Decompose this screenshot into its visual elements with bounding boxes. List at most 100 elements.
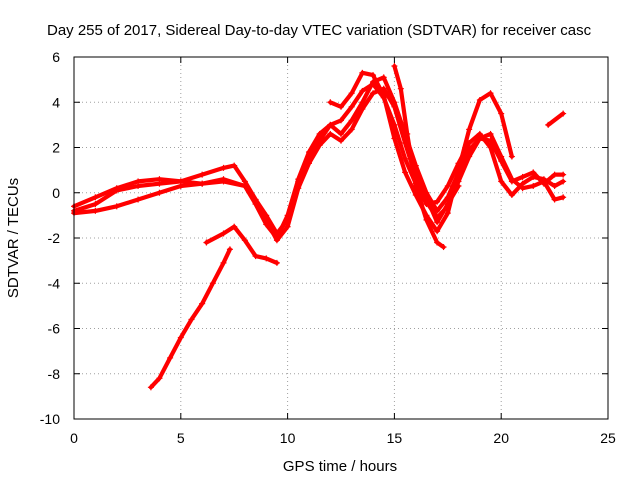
data-point <box>455 167 462 174</box>
data-point <box>316 142 323 149</box>
chart-title: Day 255 of 2017, Sidereal Day-to-day VTE… <box>47 22 592 39</box>
data-point <box>487 130 494 137</box>
data-point <box>551 182 558 189</box>
data-point <box>444 210 451 217</box>
data-point <box>263 255 270 262</box>
data-point <box>209 280 216 287</box>
x-tick-label: 15 <box>387 430 403 446</box>
data-point <box>338 137 344 144</box>
data-point <box>113 203 120 210</box>
x-axis-title: GPS time / hours <box>283 458 397 475</box>
data-point <box>370 72 377 79</box>
y-tick-label: 4 <box>52 94 60 110</box>
data-point <box>466 153 473 160</box>
data-point <box>327 121 334 128</box>
data-point <box>348 117 355 124</box>
data-point <box>135 178 142 185</box>
data-point <box>466 126 473 133</box>
data-point <box>92 207 99 214</box>
data-point <box>203 239 210 246</box>
y-tick-labels: -10 -8 -6 -4 -2 0 2 4 6 <box>40 49 60 427</box>
data-point <box>241 182 248 189</box>
data-point <box>551 171 558 178</box>
data-point <box>498 153 505 160</box>
data-point <box>508 192 515 199</box>
data-point <box>498 110 505 117</box>
data-point <box>519 173 526 180</box>
data-point <box>476 135 483 142</box>
data-point <box>220 164 227 171</box>
data-point <box>402 169 409 176</box>
y-tick-label: 6 <box>52 49 60 65</box>
data-point <box>273 259 280 266</box>
data-point <box>147 384 154 391</box>
data-point <box>316 130 323 137</box>
data-point <box>92 194 99 201</box>
data-point <box>295 185 302 192</box>
data-point <box>338 117 344 124</box>
data-point <box>508 176 515 183</box>
data-point <box>530 182 537 189</box>
data-point <box>177 182 184 189</box>
data-point <box>338 130 344 137</box>
data-point <box>359 106 366 113</box>
data-point <box>476 96 483 103</box>
data-point <box>220 178 227 185</box>
data-point <box>156 375 163 382</box>
data-point <box>188 316 195 323</box>
data-point <box>391 135 398 142</box>
x-tick-labels: 0 5 10 15 20 25 <box>70 430 616 446</box>
data-point <box>220 230 227 237</box>
series-line-track-1 <box>71 81 566 236</box>
y-tick-label: -2 <box>48 230 61 246</box>
data-point <box>519 185 526 192</box>
x-tick-label: 25 <box>600 430 616 446</box>
x-tick-label: 20 <box>493 430 509 446</box>
data-point <box>273 237 280 244</box>
data-point <box>434 198 441 205</box>
data-point <box>305 160 312 167</box>
data-point <box>434 219 441 226</box>
data-point <box>508 153 515 160</box>
series-line-track-9 <box>546 111 566 128</box>
data-point <box>530 169 537 176</box>
data-point <box>560 178 567 185</box>
data-point <box>560 194 567 201</box>
data-point <box>252 253 259 260</box>
data-point <box>440 244 447 251</box>
data-point <box>391 63 398 70</box>
data-point <box>252 196 259 203</box>
data-point <box>92 201 99 208</box>
data-point <box>348 126 355 133</box>
y-tick-label: -4 <box>48 275 61 291</box>
data-point <box>404 130 411 137</box>
data-point <box>226 246 233 253</box>
data-point <box>487 90 494 97</box>
data-point <box>370 90 377 97</box>
data-point <box>199 180 206 187</box>
data-point <box>560 110 567 117</box>
data-point <box>348 90 355 97</box>
data-point <box>359 69 366 76</box>
data-point <box>231 223 238 230</box>
data-point <box>444 182 451 189</box>
data-point <box>327 130 334 137</box>
y-tick-label: -6 <box>48 321 61 337</box>
data-point <box>423 194 430 201</box>
data-point <box>231 162 238 169</box>
data-point <box>412 171 419 178</box>
data-point <box>498 178 505 185</box>
data-point <box>455 182 462 189</box>
data-point <box>348 103 355 110</box>
series-group <box>71 63 567 391</box>
data-point <box>199 171 206 178</box>
data-point <box>380 92 387 99</box>
data-point <box>434 228 441 235</box>
data-point <box>135 196 142 203</box>
data-point <box>263 216 270 223</box>
data-point <box>177 334 184 341</box>
data-point <box>199 300 206 307</box>
data-point <box>220 259 227 266</box>
y-tick-label: -10 <box>40 411 60 427</box>
